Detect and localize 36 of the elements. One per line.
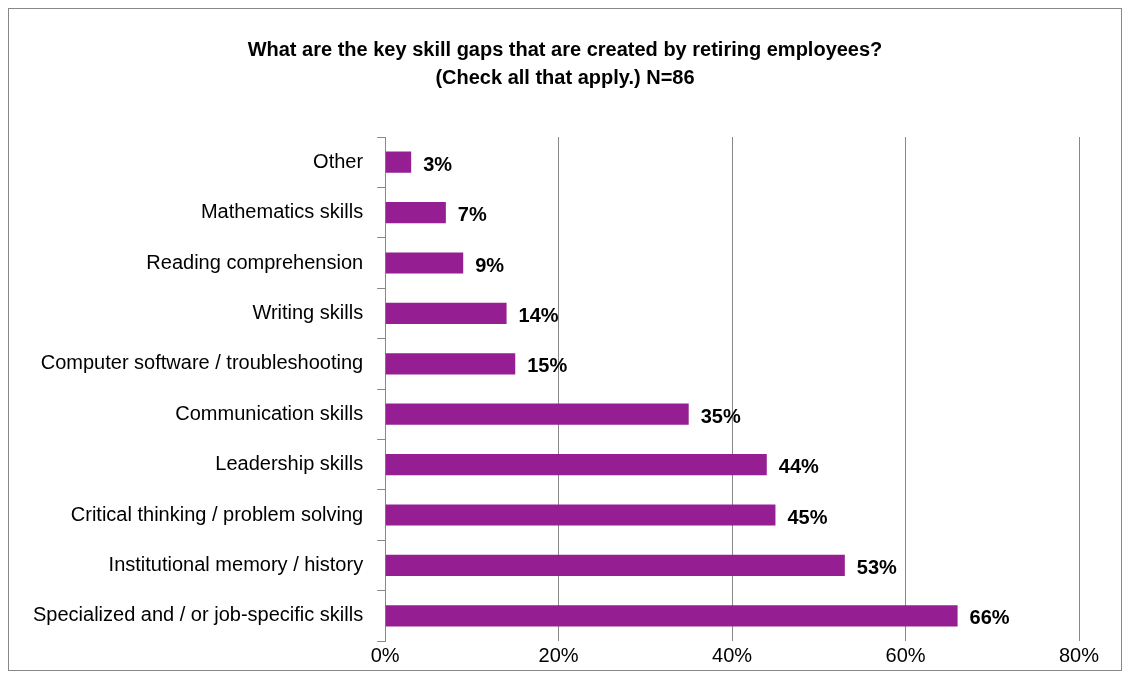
bar	[385, 151, 412, 173]
bar	[385, 605, 958, 627]
y-tick-label: Institutional memory / history	[108, 552, 364, 575]
y-tick-label: Reading comprehension	[146, 250, 364, 273]
data-label: 15%	[527, 354, 568, 377]
y-tick-label: Mathematics skills	[200, 200, 364, 223]
x-tick-label: 20%	[538, 643, 579, 666]
bar	[385, 302, 507, 324]
y-tick-label: Other	[313, 149, 364, 172]
y-tick-label: Specialized and / or job-specific skills	[32, 603, 364, 626]
x-tick-label: 0%	[370, 643, 400, 666]
bar	[385, 454, 767, 476]
y-tick-label: Writing skills	[252, 300, 364, 323]
bar	[385, 252, 464, 274]
data-label: 45%	[787, 505, 828, 528]
bar	[385, 504, 776, 526]
data-label: 66%	[969, 606, 1010, 629]
bar	[385, 403, 689, 425]
data-label: 9%	[475, 253, 505, 276]
data-label: 35%	[700, 404, 741, 427]
data-label: 7%	[457, 203, 487, 226]
y-tick-label: Communication skills	[175, 401, 364, 424]
data-label: 14%	[518, 303, 559, 326]
data-label: 44%	[778, 455, 820, 478]
bar	[385, 554, 845, 576]
y-tick-label: Critical thinking / problem solving	[70, 502, 364, 525]
data-label: 53%	[856, 555, 898, 578]
x-tick-label: 40%	[712, 643, 753, 666]
chart-title: What are the key skill gaps that are created by retiring employees? (Check all that apply.) N=86	[246, 37, 884, 90]
bar	[385, 202, 446, 224]
y-tick-label: Leadership skills	[215, 452, 364, 475]
x-tick-label: 60%	[885, 643, 926, 666]
y-tick-label: Computer software / troubleshooting	[40, 351, 364, 374]
bar	[385, 353, 516, 375]
x-tick-label: 80%	[1058, 643, 1100, 666]
data-label: 3%	[423, 152, 453, 175]
